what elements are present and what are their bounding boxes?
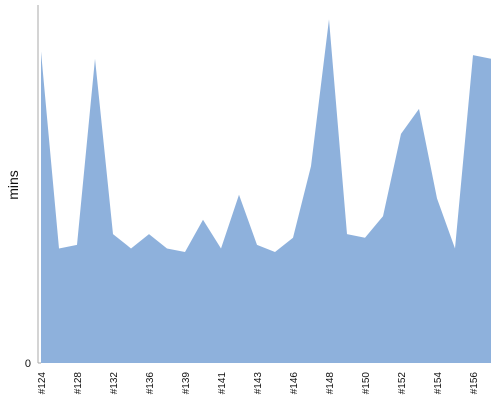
x-tick-label: #146 bbox=[289, 372, 300, 395]
x-tick-label: #132 bbox=[109, 372, 120, 395]
x-tick-label: #136 bbox=[145, 372, 156, 395]
x-tick-label: #143 bbox=[253, 372, 264, 395]
x-tick-label: #124 bbox=[37, 372, 48, 395]
x-tick-label: #150 bbox=[361, 372, 372, 395]
x-tick-label: #154 bbox=[433, 372, 444, 395]
x-tick-label: #141 bbox=[217, 372, 228, 395]
x-tick-label: #148 bbox=[325, 372, 336, 395]
x-tick-label: #128 bbox=[73, 372, 84, 395]
x-tick-label: #156 bbox=[469, 372, 480, 395]
y-axis-label: mins bbox=[5, 170, 21, 200]
x-tick-label: #139 bbox=[181, 372, 192, 395]
y-tick-label: 0 bbox=[25, 358, 31, 370]
x-tick-label: #152 bbox=[397, 372, 408, 395]
area bbox=[41, 19, 491, 363]
